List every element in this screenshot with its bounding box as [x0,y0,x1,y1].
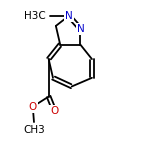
Text: N: N [77,24,84,34]
Text: O: O [50,106,59,116]
Text: CH3: CH3 [23,125,45,135]
Text: O: O [29,102,37,112]
Text: N: N [65,11,73,21]
Text: H3C: H3C [24,11,46,21]
